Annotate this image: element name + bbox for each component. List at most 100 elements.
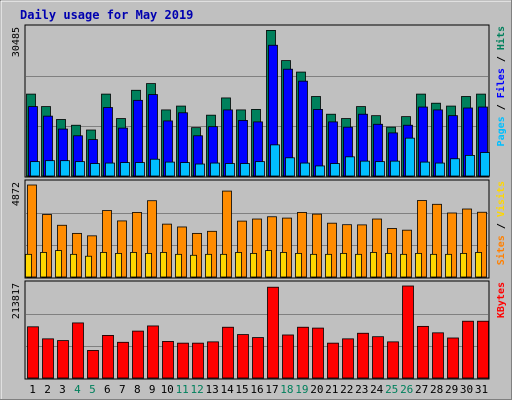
bar-visits-day-21 [327, 222, 337, 278]
bar-visits-day-27 [417, 200, 427, 278]
bar-pages-day-17 [270, 144, 280, 177]
bar-sites-day-5 [85, 255, 92, 278]
panel-bot-series-labels: KBytes [496, 282, 507, 318]
bar-pages-day-31 [480, 152, 490, 177]
x-tick-label: 19 [295, 383, 308, 396]
bar-kbytes-day-4 [72, 322, 84, 379]
x-tick-label: 30 [460, 383, 473, 396]
bar-sites-day-29 [445, 253, 452, 278]
series-label-kbytes: KBytes [496, 282, 507, 318]
x-tick-label: 8 [134, 383, 141, 396]
bar-kbytes-day-24 [372, 336, 384, 379]
x-tick-label: 22 [340, 383, 353, 396]
bar-kbytes-day-19 [297, 326, 309, 379]
bar-sites-day-12 [190, 254, 197, 278]
bar-pages-day-19 [300, 162, 310, 177]
bar-visits-day-14 [222, 190, 232, 278]
bar-pages-day-23 [360, 160, 370, 177]
bar-pages-day-6 [105, 162, 115, 177]
bar-sites-day-21 [325, 253, 332, 278]
series-label-: / [496, 217, 507, 235]
bar-kbytes-day-14 [222, 326, 234, 379]
bar-sites-day-8 [130, 252, 137, 278]
x-tick-label: 11 [176, 383, 189, 396]
bar-kbytes-day-21 [327, 342, 339, 379]
bar-sites-day-14 [220, 253, 227, 278]
bar-sites-day-2 [40, 252, 47, 278]
bar-pages-day-13 [210, 162, 220, 177]
bar-pages-day-22 [345, 156, 355, 177]
x-tick-label: 15 [235, 383, 248, 396]
series-label-visits: Visits [495, 181, 507, 217]
x-tick-label: 10 [161, 383, 174, 396]
bar-visits-day-30 [462, 208, 472, 278]
bar-kbytes-day-2 [42, 338, 54, 379]
x-tick-label: 6 [104, 383, 111, 396]
bar-pages-day-7 [120, 162, 130, 177]
panel-top-series-labels: Pages / Files / Hits [495, 26, 507, 146]
bar-sites-day-16 [250, 252, 257, 278]
bar-kbytes-day-1 [27, 326, 39, 379]
panel-top-max-label: 30485 [11, 27, 22, 57]
bar-kbytes-day-29 [447, 337, 459, 379]
bar-pages-day-16 [255, 161, 265, 177]
bar-sites-day-31 [475, 252, 482, 278]
bar-kbytes-day-22 [342, 338, 354, 379]
bar-pages-day-14 [225, 163, 235, 177]
series-label-sites: Sites [495, 235, 507, 265]
bar-kbytes-day-31 [477, 320, 489, 379]
series-label-pages: Pages [496, 116, 507, 146]
bar-sites-day-25 [385, 252, 392, 278]
bar-visits-day-31 [477, 211, 487, 278]
bar-sites-day-17 [265, 250, 272, 278]
bar-pages-day-30 [465, 155, 475, 177]
bar-pages-day-29 [450, 158, 460, 177]
bar-visits-day-20 [312, 213, 322, 278]
bar-pages-day-11 [180, 162, 190, 177]
bar-kbytes-day-25 [387, 341, 399, 379]
bar-sites-day-3 [55, 250, 62, 278]
bar-visits-day-19 [297, 212, 307, 278]
bar-sites-day-27 [415, 252, 422, 278]
bar-visits-day-24 [372, 218, 382, 278]
bar-pages-day-4 [75, 161, 85, 177]
bar-sites-day-19 [295, 252, 302, 278]
x-tick-label: 29 [445, 383, 458, 396]
x-tick-label: 7 [119, 383, 126, 396]
bar-pages-day-26 [405, 137, 415, 177]
bar-sites-day-28 [430, 253, 437, 278]
bar-kbytes-day-9 [147, 325, 159, 379]
bar-sites-day-1 [25, 253, 32, 278]
bar-visits-day-15 [237, 220, 247, 278]
bar-visits-day-2 [42, 214, 52, 278]
x-tick-label: 9 [149, 383, 156, 396]
bar-visits-day-26 [402, 229, 412, 278]
x-tick-label: 31 [475, 383, 488, 396]
x-tick-label: 12 [190, 383, 203, 396]
x-tick-label: 5 [89, 383, 96, 396]
bar-pages-day-25 [390, 160, 400, 177]
x-tick-label: 20 [310, 383, 323, 396]
series-label-: / [496, 98, 507, 116]
x-tick-label: 1 [29, 383, 36, 396]
bar-pages-day-10 [165, 161, 175, 177]
x-tick-label: 23 [355, 383, 368, 396]
bar-sites-day-10 [160, 252, 167, 278]
chart-title: Daily usage for May 2019 [20, 8, 193, 22]
bar-sites-day-24 [370, 252, 377, 278]
bar-pages-day-21 [330, 163, 340, 177]
x-tick-label: 27 [415, 383, 428, 396]
x-tick-label: 28 [430, 383, 443, 396]
x-tick-label: 16 [250, 383, 263, 396]
x-tick-label: 24 [370, 383, 384, 396]
bar-pages-day-15 [240, 163, 250, 177]
bar-sites-day-26 [400, 253, 407, 278]
bar-kbytes-day-6 [102, 335, 114, 379]
bar-kbytes-day-16 [252, 337, 264, 379]
bar-sites-day-4 [70, 253, 77, 278]
x-tick-label: 4 [74, 383, 81, 396]
x-tick-label: 21 [325, 383, 338, 396]
bar-sites-day-13 [205, 253, 212, 278]
bar-kbytes-day-5 [87, 350, 99, 379]
